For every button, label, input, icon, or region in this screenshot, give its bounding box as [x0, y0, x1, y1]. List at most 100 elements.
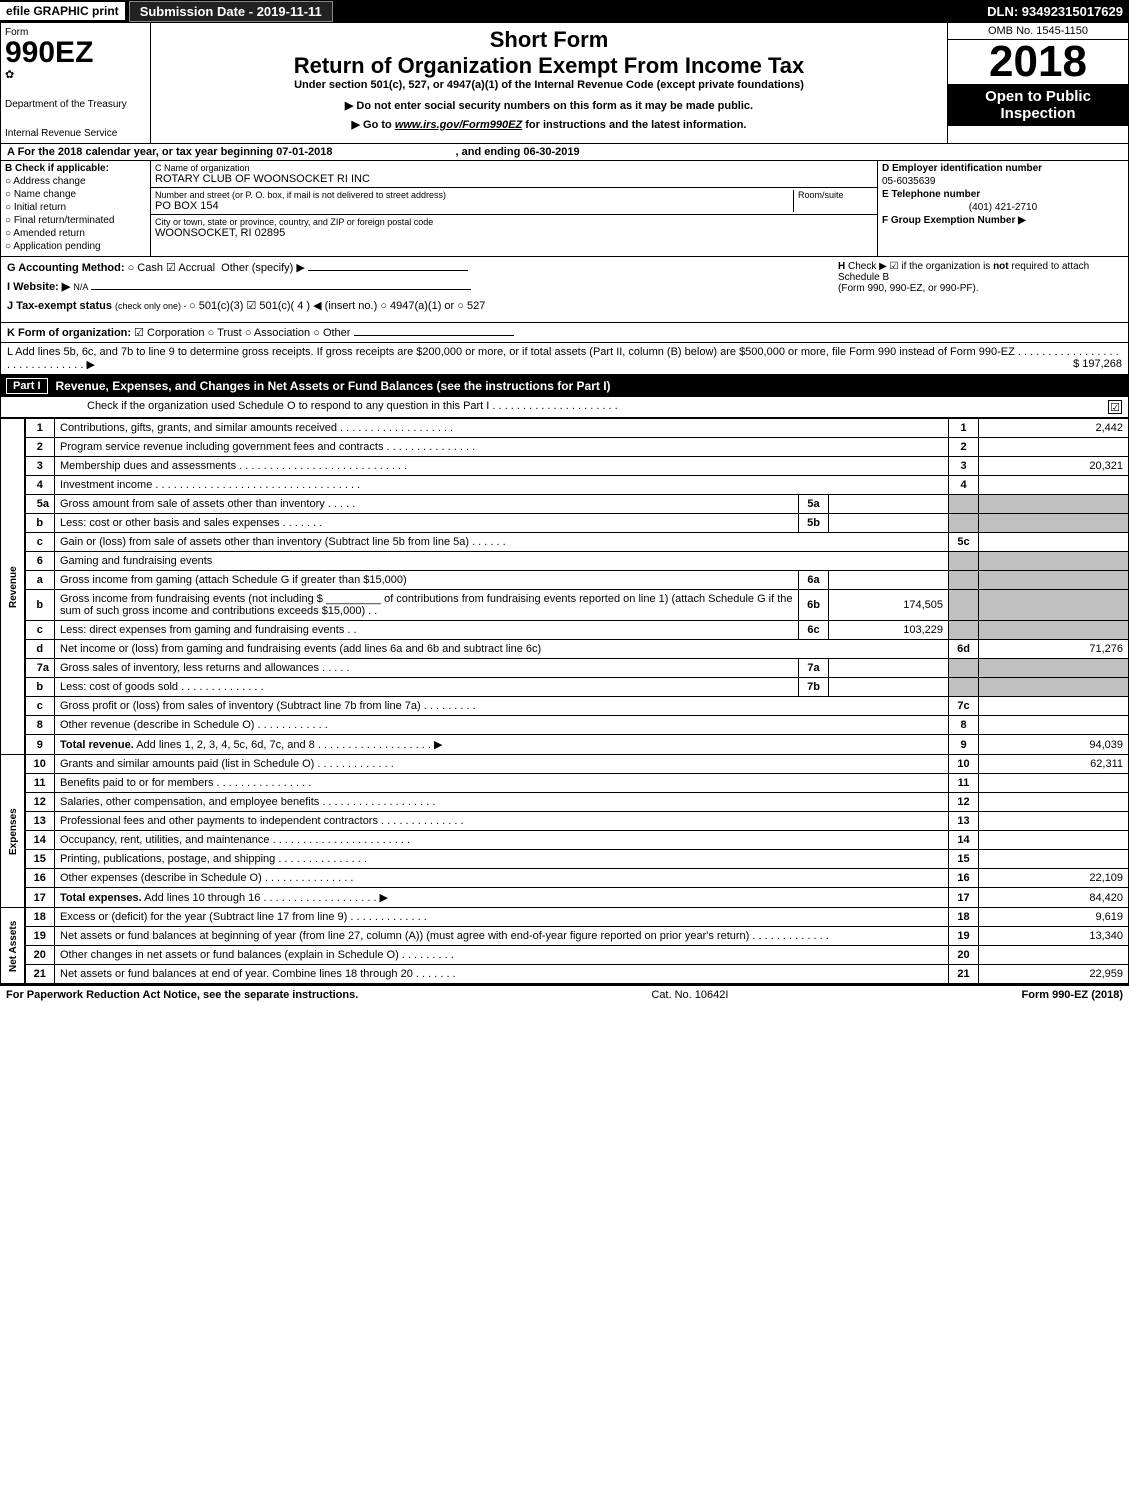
l-amount: $ 197,268 [1073, 358, 1122, 370]
line-number: 16 [25, 869, 55, 888]
right-line-number: 21 [949, 965, 979, 984]
goto-link[interactable]: www.irs.gov/Form990EZ [395, 119, 522, 131]
dln-number: DLN: 93492315017629 [987, 4, 1129, 19]
right-line-number: 10 [949, 755, 979, 774]
right-line-value [979, 774, 1129, 793]
mid-line-number: 5a [799, 495, 829, 514]
line-number: 8 [25, 716, 55, 735]
k-other-checkbox[interactable]: Other [313, 327, 350, 339]
goto-line: ▶ Go to www.irs.gov/Form990EZ for instru… [159, 118, 939, 131]
k-association-checkbox[interactable]: Association [245, 327, 310, 339]
form-number: 990EZ [5, 38, 146, 68]
right-line-number: 16 [949, 869, 979, 888]
right-line-value [979, 946, 1129, 965]
line-number: b [25, 678, 55, 697]
section-label: Expenses [1, 755, 25, 908]
j-501c-checkbox[interactable]: 501(c)( 4 ) ◀ (insert no.) [246, 300, 377, 312]
line-description: Excess or (deficit) for the year (Subtra… [55, 908, 949, 927]
g-accrual-checkbox[interactable]: Accrual [166, 262, 215, 274]
right-line-value [979, 590, 1129, 621]
right-line-value: 13,340 [979, 927, 1129, 946]
right-line-value: 94,039 [979, 735, 1129, 755]
table-row: 20Other changes in net assets or fund ba… [1, 946, 1129, 965]
line-description: Gross amount from sale of assets other t… [55, 495, 799, 514]
table-row: cGain or (loss) from sale of assets othe… [1, 533, 1129, 552]
mid-line-value: 103,229 [829, 621, 949, 640]
table-row: 15Printing, publications, postage, and s… [1, 850, 1129, 869]
right-line-number [949, 590, 979, 621]
checkbox-amended-return[interactable]: Amended return [5, 228, 146, 239]
table-row: bLess: cost of goods sold . . . . . . . … [1, 678, 1129, 697]
footer-paperwork: For Paperwork Reduction Act Notice, see … [6, 989, 358, 1001]
line-number: 19 [25, 927, 55, 946]
line-number: c [25, 621, 55, 640]
open-public-inspection: Open to Public Inspection [948, 84, 1128, 126]
i-line: I Website: ▶ N/A [7, 280, 832, 293]
period-end: , and ending 06-30-2019 [456, 146, 580, 158]
g-label: G Accounting Method: [7, 262, 125, 274]
line-number: 5a [25, 495, 55, 514]
right-line-number: 8 [949, 716, 979, 735]
right-line-number: 11 [949, 774, 979, 793]
right-line-value [979, 793, 1129, 812]
mid-line-number: 6c [799, 621, 829, 640]
table-row: Net Assets18Excess or (deficit) for the … [1, 908, 1129, 927]
line-description: Total expenses. Add lines 10 through 16 … [55, 888, 949, 908]
right-line-number: 9 [949, 735, 979, 755]
block-bcd: B Check if applicable: Address change Na… [0, 161, 1129, 257]
mid-line-number: 6a [799, 571, 829, 590]
k-corporation-checkbox[interactable]: Corporation [134, 327, 204, 339]
line-number: b [25, 514, 55, 533]
street-value: PO BOX 154 [155, 200, 793, 212]
efile-print-label[interactable]: efile GRAPHIC print [0, 2, 125, 20]
part1-header: Part I Revenue, Expenses, and Changes in… [0, 375, 1129, 397]
checkbox-application-pending[interactable]: Application pending [5, 241, 146, 252]
mid-line-value [829, 495, 949, 514]
under-section-text: Under section 501(c), 527, or 4947(a)(1)… [159, 79, 939, 91]
checkbox-initial-return[interactable]: Initial return [5, 202, 146, 213]
right-line-value [979, 438, 1129, 457]
table-row: 11Benefits paid to or for members . . . … [1, 774, 1129, 793]
section-label: Net Assets [1, 908, 25, 984]
line-description: Net assets or fund balances at beginning… [55, 927, 949, 946]
group-exemption-label: F Group Exemption Number ▶ [882, 215, 1124, 226]
line-number: b [25, 590, 55, 621]
right-line-value [979, 476, 1129, 495]
table-row: 8Other revenue (describe in Schedule O) … [1, 716, 1129, 735]
part1-tag: Part I [6, 378, 48, 394]
line-number: 14 [25, 831, 55, 850]
city-value: WOONSOCKET, RI 02895 [155, 227, 873, 239]
line-description: Membership dues and assessments . . . . … [55, 457, 949, 476]
line-number: 20 [25, 946, 55, 965]
table-row: 12Salaries, other compensation, and empl… [1, 793, 1129, 812]
j-501c3-checkbox[interactable]: 501(c)(3) [189, 300, 243, 312]
table-row: cLess: direct expenses from gaming and f… [1, 621, 1129, 640]
street-label: Number and street (or P. O. box, if mail… [155, 190, 793, 200]
mid-line-value [829, 514, 949, 533]
mid-line-value [829, 659, 949, 678]
period-begin: A For the 2018 calendar year, or tax yea… [7, 146, 332, 158]
h-not: not [993, 261, 1009, 272]
j-527-checkbox[interactable]: 527 [457, 300, 485, 312]
part1-check-line: Check if the organization used Schedule … [0, 397, 1129, 418]
table-row: Expenses10Grants and similar amounts pai… [1, 755, 1129, 774]
right-line-value: 2,442 [979, 419, 1129, 438]
street-row: Number and street (or P. O. box, if mail… [151, 188, 877, 215]
k-trust-checkbox[interactable]: Trust [208, 327, 242, 339]
part1-checkbox[interactable]: ☑ [1108, 400, 1122, 414]
checkbox-address-change[interactable]: Address change [5, 176, 146, 187]
checkbox-final-return[interactable]: Final return/terminated [5, 215, 146, 226]
box-c: C Name of organization ROTARY CLUB OF WO… [151, 161, 878, 256]
right-line-number [949, 571, 979, 590]
h-block: H Check ▶ ☑ if the organization is not r… [832, 261, 1122, 318]
j-4947-checkbox[interactable]: 4947(a)(1) or [380, 300, 454, 312]
table-row: 14Occupancy, rent, utilities, and mainte… [1, 831, 1129, 850]
right-line-number: 7c [949, 697, 979, 716]
line-description: Gain or (loss) from sale of assets other… [55, 533, 949, 552]
line-description: Investment income . . . . . . . . . . . … [55, 476, 949, 495]
g-cash-checkbox[interactable]: Cash [128, 262, 163, 274]
line-number: 17 [25, 888, 55, 908]
line-number: 12 [25, 793, 55, 812]
checkbox-name-change[interactable]: Name change [5, 189, 146, 200]
table-row: 7aGross sales of inventory, less returns… [1, 659, 1129, 678]
